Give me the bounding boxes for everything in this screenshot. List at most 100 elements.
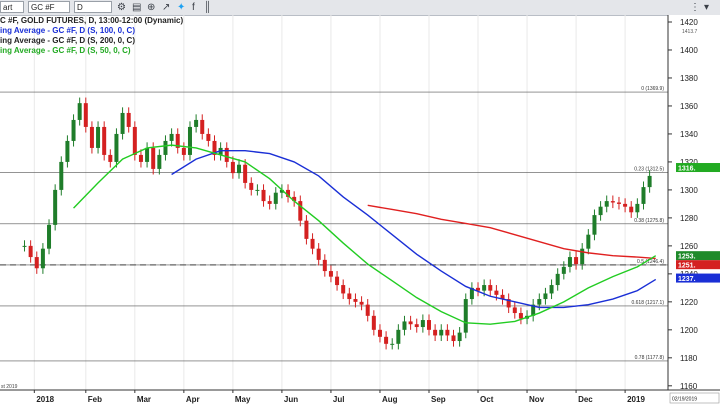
- zoom-icon[interactable]: ⊕: [147, 2, 156, 13]
- menu-icon[interactable]: ⋮: [690, 2, 700, 13]
- price-tick-label: 1180: [680, 354, 698, 363]
- time-tick-label: Nov: [529, 395, 545, 404]
- candle-body: [586, 234, 591, 249]
- candle-body: [181, 147, 186, 155]
- candles: [22, 97, 652, 350]
- candle-body: [200, 119, 205, 134]
- price-tick-label: 1300: [680, 186, 698, 195]
- candle-body: [543, 293, 548, 300]
- candle-body: [286, 189, 291, 197]
- candle-body: [439, 329, 444, 336]
- fib-label: 0.78 (1177.8): [635, 355, 665, 361]
- share-icon[interactable]: ↗: [162, 2, 171, 13]
- candle-body: [610, 201, 615, 203]
- candle-body: [206, 133, 211, 141]
- candle-body: [126, 112, 131, 127]
- price-tick-label: 1340: [680, 130, 698, 139]
- price-tick-label: 1380: [680, 74, 698, 83]
- candle-body: [531, 304, 536, 316]
- candle-body: [108, 154, 113, 162]
- candle-body: [433, 329, 438, 336]
- candle-body: [114, 133, 119, 162]
- time-tick-label: Aug: [382, 395, 398, 404]
- candle-body: [267, 201, 272, 204]
- symbol-input[interactable]: GC #F: [28, 1, 70, 13]
- fib-label: 0 (1369.9): [641, 86, 664, 92]
- candle-body: [390, 343, 395, 345]
- candle-body: [102, 126, 107, 155]
- time-tick-label: Jul: [333, 395, 345, 404]
- time-tick-label: Dec: [578, 395, 593, 404]
- candle-body: [328, 271, 333, 277]
- candle-body: [59, 161, 64, 190]
- candle-body: [157, 154, 162, 169]
- candle-body: [145, 147, 150, 162]
- candle-body: [187, 126, 192, 155]
- candle-body: [120, 112, 125, 134]
- candle-body: [22, 245, 27, 247]
- chart-icon[interactable]: ▤: [132, 2, 142, 13]
- candle-body: [34, 257, 39, 269]
- fib-label: 0.5 (1246.4): [637, 259, 664, 265]
- price-tick-label: 1400: [680, 46, 698, 55]
- chart-area[interactable]: 0 (1369.9) 0.23 (1312.5) 0.38 (1275.8) 0.5 …: [0, 15, 720, 405]
- candle-body: [89, 126, 94, 148]
- candle-body: [273, 192, 278, 204]
- bar-chart-icon[interactable]: ║: [204, 2, 212, 13]
- fib-label: 0.38 (1275.8): [634, 218, 664, 224]
- ma50-line: [73, 144, 657, 325]
- candle-body: [279, 189, 284, 193]
- price-axis-bg: [668, 15, 720, 390]
- time-tick-label: Feb: [88, 395, 102, 404]
- price-tick-label: 1360: [680, 102, 698, 111]
- gold-futures-chart[interactable]: 0 (1369.9) 0.23 (1312.5) 0.38 (1275.8) 0.5 …: [0, 15, 720, 405]
- candle-body: [243, 164, 248, 183]
- candle-body: [506, 299, 511, 308]
- title-ma200: ing Average - GC #F, D (S, 200, 0, C): [0, 36, 135, 45]
- candle-body: [549, 285, 554, 294]
- price-tick-label: 1320: [680, 158, 698, 167]
- candle-body: [65, 140, 70, 162]
- candle-body: [518, 313, 523, 319]
- candle-body: [249, 182, 254, 190]
- candle-body: [261, 189, 266, 202]
- candle-body: [567, 257, 572, 267]
- time-tick-label: 2019: [627, 395, 645, 404]
- price-tick-label: 1220: [680, 298, 698, 307]
- twitter-icon[interactable]: ✦: [177, 2, 186, 13]
- candle-body: [341, 285, 346, 294]
- candle-body: [445, 329, 450, 336]
- dropdown-icon[interactable]: ▾: [704, 2, 710, 13]
- candle-body: [292, 196, 297, 202]
- time-tick-label: Apr: [186, 395, 200, 404]
- candle-body: [598, 206, 603, 216]
- time-tick-label: May: [235, 395, 251, 404]
- settings-icon[interactable]: ⚙: [117, 2, 126, 13]
- candle-body: [83, 103, 88, 127]
- candle-body: [169, 133, 174, 141]
- price-badge-label: 1237.: [678, 276, 696, 283]
- price-axis: 1160118012001220124012601280130013201340…: [667, 15, 720, 391]
- time-tick-label: Oct: [480, 395, 494, 404]
- chart-tab[interactable]: art: [0, 1, 24, 13]
- candle-body: [641, 187, 646, 204]
- facebook-icon[interactable]: f: [192, 2, 195, 13]
- candle-body: [194, 119, 199, 127]
- candle-body: [316, 248, 321, 260]
- candle-body: [371, 315, 376, 330]
- candle-body: [629, 206, 634, 213]
- price-tick-label: 1200: [680, 326, 698, 335]
- candle-body: [574, 257, 579, 265]
- candle-body: [255, 189, 260, 191]
- candle-body: [580, 248, 585, 265]
- candle-body: [212, 140, 217, 155]
- candle-body: [353, 299, 358, 302]
- interval-select[interactable]: D: [74, 1, 112, 13]
- candle-body: [623, 203, 628, 207]
- candle-body: [335, 276, 340, 286]
- candle-body: [408, 321, 413, 325]
- end-date-box: [669, 392, 720, 404]
- time-tick-label: Sep: [431, 395, 446, 404]
- candle-body: [304, 220, 309, 239]
- candle-body: [310, 238, 315, 249]
